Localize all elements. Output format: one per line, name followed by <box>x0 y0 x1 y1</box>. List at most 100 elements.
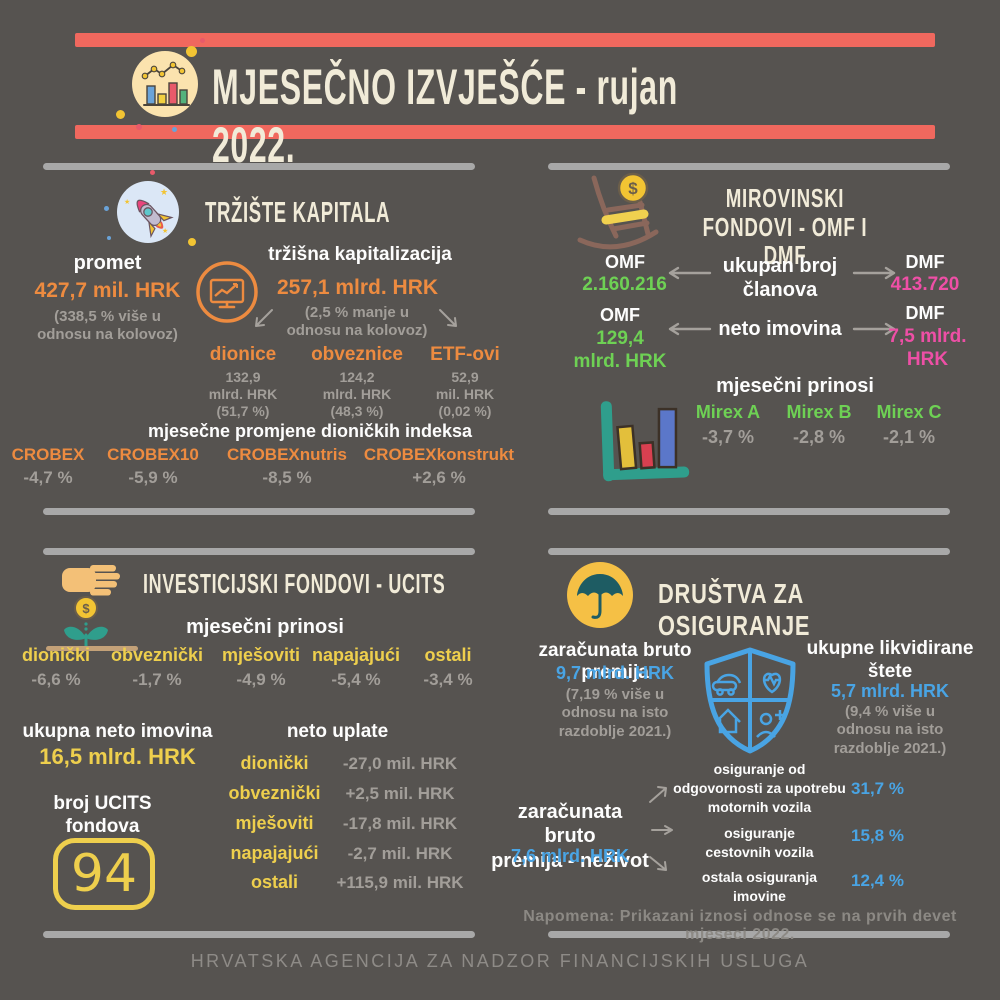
net-payment-label: obveznički <box>228 783 321 803</box>
turnover-note: (338,5 % više u odnosu na kolovoz) <box>37 308 178 344</box>
breakdown-value: 132,9 mlrd. HRK (51,7 %) <box>208 369 278 420</box>
omf-members-value: 2.160.216 <box>582 274 667 295</box>
ucits-return-label: napajajući <box>311 645 401 665</box>
ucits-return-value: -6,6 % <box>31 670 81 689</box>
bar-chart-icon <box>600 401 690 482</box>
net-payment-value: +2,5 mil. HRK <box>345 784 455 803</box>
capital-market-title: TRŽIŠTE KAPITALA <box>205 197 391 229</box>
arrow-up-right-icon <box>649 786 667 803</box>
arrow-right-icon <box>852 322 896 336</box>
arrow-down-right-icon <box>439 309 457 327</box>
divider <box>43 508 475 515</box>
members-caption: ukupan broj članova <box>722 255 838 302</box>
confetti-dot <box>107 236 111 240</box>
index-label: CROBEX <box>11 445 85 464</box>
mirex-value: -2,1 % <box>882 427 936 447</box>
net-payment-label: ostali <box>250 872 298 892</box>
svg-text:★: ★ <box>160 187 168 197</box>
nonlife-premium-value: 7,6 mlrd. HRK <box>510 846 630 866</box>
net-payment-value: +115,9 mil. HRK <box>336 873 464 892</box>
divider <box>43 548 475 555</box>
premium-value: 9,7 mlrd. HRK <box>555 663 675 683</box>
index-label: CROBEX10 <box>107 445 199 464</box>
confetti-dot <box>104 206 109 211</box>
ucits-return-value: -3,4 % <box>423 670 473 689</box>
breakdown-value: 124,2 mlrd. HRK (48,3 %) <box>322 369 392 420</box>
arrow-right-icon <box>852 266 896 280</box>
mirex-label: Mirex C <box>876 402 942 422</box>
mirex-value: -3,7 % <box>701 427 755 447</box>
index-value: -8,5 % <box>262 468 312 487</box>
dmf-assets-value: 7,5 mlrd. HRK <box>888 326 967 371</box>
index-label: CROBEXnutris <box>227 445 347 464</box>
indices-title: mjesečne promjene dioničkih indeksa <box>147 421 473 441</box>
ucits-return-label: ostali <box>424 645 472 665</box>
ucits-return-value: -5,4 % <box>331 670 381 689</box>
net-assets-value: 16,5 mlrd. HRK <box>39 744 196 769</box>
breakdown-label: dionice <box>209 344 277 365</box>
header-bottom-rule <box>75 125 935 139</box>
omf-assets-value: 129,4 mlrd. HRK <box>573 328 667 373</box>
confetti-dot <box>150 170 155 175</box>
market-cap-value: 257,1 mlrd. HRK <box>276 276 439 299</box>
nonlife-item-label: ostala osiguranja imovine <box>701 869 818 905</box>
arrow-down-right-icon <box>649 856 667 871</box>
breakdown-label: ETF-ovi <box>430 344 500 365</box>
fund-count-badge: 94 <box>53 838 155 910</box>
mirex-value: -2,8 % <box>792 427 846 447</box>
monitor-chart-icon <box>196 261 258 323</box>
premium-note: (7,19 % više u odnosu na isto razdoblje … <box>558 686 672 740</box>
pension-returns-title: mjesečni prinosi <box>716 375 874 397</box>
divider <box>548 163 950 170</box>
turnover-value: 427,7 mil. HRK <box>34 279 181 302</box>
svg-text:$: $ <box>628 179 638 198</box>
rocket-icon: ★ ★ ★ <box>117 181 179 243</box>
breakdown-label: obveznice <box>311 344 403 365</box>
claims-value: 5,7 mlrd. HRK <box>830 681 950 701</box>
dmf-members-value: 413.720 <box>890 274 960 295</box>
svg-text:★: ★ <box>124 198 130 206</box>
rocking-chair-coin-icon: $ <box>577 172 659 250</box>
index-value: -5,9 % <box>128 468 178 487</box>
header-top-rule <box>75 33 935 47</box>
net-payment-value: -17,8 mil. HRK <box>342 814 458 833</box>
confetti-dot <box>136 124 142 130</box>
ucits-returns-title: mjesečni prinosi <box>186 616 344 638</box>
page-title: MJESEČNO IZVJEŠĆE - rujan 2022. <box>212 59 678 173</box>
index-label: CROBEXkonstrukt <box>363 445 515 464</box>
net-payment-label: napajajući <box>230 843 319 863</box>
ucits-return-label: mješoviti <box>221 645 301 665</box>
svg-text:★: ★ <box>162 227 168 235</box>
dmf-label: DMF <box>905 252 945 272</box>
breakdown-value: 52,9 mil. HRK (0,02 %) <box>435 369 495 420</box>
index-value: +2,6 % <box>412 468 466 487</box>
claims-note: (9,4 % više u odnosu na isto razdoblje 2… <box>833 703 947 757</box>
insurance-title: DRUŠTVA ZA OSIGURANJE <box>658 578 811 641</box>
net-payments-title: neto uplate <box>286 721 389 742</box>
divider <box>43 931 475 938</box>
hand-coin-plant-icon: $ <box>46 565 138 651</box>
confetti-dot <box>200 38 205 43</box>
confetti-dot <box>116 110 125 119</box>
bar-line-chart-icon <box>132 51 198 117</box>
index-value: -4,7 % <box>23 468 73 487</box>
nonlife-item-label: osiguranje od odgovornosti za upotrebu m… <box>673 761 846 816</box>
turnover-label: promet <box>73 252 142 274</box>
divider <box>548 508 950 515</box>
divider <box>43 163 475 170</box>
svg-text:$: $ <box>82 601 90 616</box>
net-assets-label: ukupna neto imovina <box>22 721 213 742</box>
market-cap-note: (2,5 % manje u odnosu na kolovoz) <box>286 304 428 340</box>
divider <box>548 931 950 938</box>
mirex-label: Mirex A <box>695 402 761 422</box>
shield-icon <box>704 647 796 754</box>
ucits-return-label: obveznički <box>110 645 204 665</box>
fund-count-label: broj UCITS fondova <box>53 793 152 838</box>
nonlife-item-label: osiguranje cestovnih vozila <box>705 825 814 861</box>
arrow-left-icon <box>668 322 712 336</box>
confetti-dot <box>186 46 197 57</box>
arrow-right-icon <box>651 825 673 835</box>
ucits-return-value: -4,9 % <box>236 670 286 689</box>
net-payment-label: mješoviti <box>235 813 314 833</box>
